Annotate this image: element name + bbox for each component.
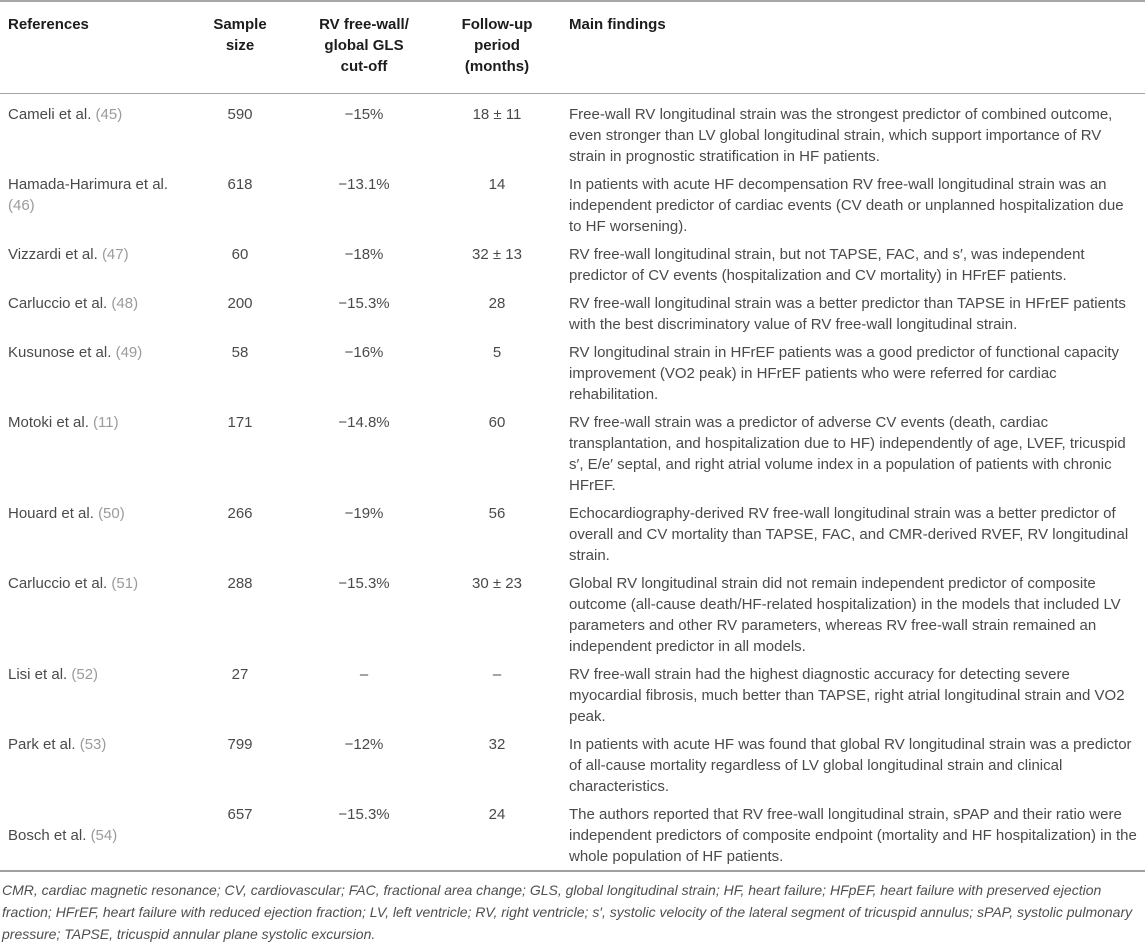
- column-header-references: References: [0, 1, 190, 94]
- citation-link[interactable]: (51): [111, 575, 139, 592]
- cutoff-cell: −15.3%: [338, 806, 390, 823]
- reference-cell: Houard et al. (50): [0, 499, 190, 569]
- findings-cell: RV longitudinal strain in HFrEF patients…: [569, 344, 1120, 403]
- reference-text: Cameli et al.: [8, 106, 92, 123]
- findings-cell: RV free-wall longitudinal strain was a b…: [569, 295, 1126, 333]
- table-header-row: References Sample size RV free-wall/ glo…: [0, 1, 1145, 94]
- cutoff-cell: −15.3%: [338, 295, 390, 312]
- citation-link[interactable]: (54): [90, 827, 118, 844]
- reference-text: Kusunose et al.: [8, 344, 112, 361]
- sample-size-cell: 58: [231, 344, 249, 361]
- column-header-sample-size: Sample size: [190, 1, 290, 94]
- citation-link[interactable]: (46): [8, 197, 35, 214]
- reference-cell: Cameli et al. (45): [0, 94, 190, 171]
- table-row: Kusunose et al. (49) 58 −16% 5 RV longit…: [0, 338, 1145, 408]
- reference-cell: Vizzardi et al. (47): [0, 240, 190, 289]
- cutoff-cell: −18%: [344, 246, 384, 263]
- table-row: Lisi et al. (52) 27 – – RV free-wall str…: [0, 660, 1145, 730]
- findings-cell: Global RV longitudinal strain did not re…: [569, 575, 1121, 655]
- table-row: Houard et al. (50) 266 −19% 56 Echocardi…: [0, 499, 1145, 569]
- findings-cell: RV free-wall strain had the highest diag…: [569, 666, 1125, 725]
- reference-cell: Kusunose et al. (49): [0, 338, 190, 408]
- citation-link[interactable]: (45): [95, 106, 123, 123]
- sample-size-cell: 27: [231, 666, 249, 683]
- findings-cell: RV free-wall strain was a predictor of a…: [569, 414, 1126, 494]
- findings-cell: Echocardiography-derived RV free-wall lo…: [569, 505, 1129, 564]
- citation-link[interactable]: (47): [101, 246, 129, 263]
- reference-cell: Hamada-Harimura et al. (46): [0, 170, 190, 240]
- cutoff-cell: −15%: [344, 106, 384, 123]
- sample-size-cell: 200: [227, 295, 253, 312]
- followup-cell: 18 ± 11: [472, 106, 522, 123]
- reference-text: Lisi et al.: [8, 666, 68, 683]
- reference-cell: Bosch et al. (54): [0, 800, 190, 871]
- column-header-main-findings: Main findings: [556, 1, 1145, 94]
- citation-link[interactable]: (48): [111, 295, 139, 312]
- table-row: Motoki et al. (11) 171 −14.8% 60 RV free…: [0, 408, 1145, 499]
- reference-text: Houard et al.: [8, 505, 94, 522]
- followup-cell: 5: [492, 344, 502, 361]
- reference-cell: Motoki et al. (11): [0, 408, 190, 499]
- findings-cell: RV free-wall longitudinal strain, but no…: [569, 246, 1085, 284]
- cutoff-cell: −13.1%: [338, 176, 390, 193]
- table-row: Carluccio et al. (48) 200 −15.3% 28 RV f…: [0, 289, 1145, 338]
- citation-link[interactable]: (49): [115, 344, 143, 361]
- table-row: Carluccio et al. (51) 288 −15.3% 30 ± 23…: [0, 569, 1145, 660]
- followup-cell: 60: [488, 414, 506, 431]
- sample-size-cell: 590: [227, 106, 253, 123]
- citation-link[interactable]: (53): [79, 736, 107, 753]
- reference-text: Carluccio et al.: [8, 295, 108, 312]
- followup-cell: 56: [488, 505, 506, 522]
- table-row: Cameli et al. (45) 590 −15% 18 ± 11 Free…: [0, 94, 1145, 171]
- followup-cell: 24: [488, 806, 506, 823]
- table-row: Bosch et al. (54) 657 −15.3% 24 The auth…: [0, 800, 1145, 871]
- sample-size-cell: 60: [231, 246, 249, 263]
- sample-size-cell: 618: [227, 176, 253, 193]
- reference-cell: Carluccio et al. (48): [0, 289, 190, 338]
- sample-size-cell: 657: [227, 806, 253, 823]
- rv-strain-studies-table: References Sample size RV free-wall/ glo…: [0, 0, 1145, 872]
- table-row: Hamada-Harimura et al. (46) 618 −13.1% 1…: [0, 170, 1145, 240]
- reference-text: Carluccio et al.: [8, 575, 108, 592]
- followup-cell: 28: [488, 295, 506, 312]
- column-header-follow-up: Follow-up period (months): [438, 1, 556, 94]
- sample-size-cell: 171: [227, 414, 253, 431]
- findings-cell: Free-wall RV longitudinal strain was the…: [569, 106, 1113, 165]
- cutoff-cell: −14.8%: [338, 414, 390, 431]
- citation-link[interactable]: (52): [71, 666, 99, 683]
- column-header-gls-cutoff: RV free-wall/ global GLS cut-off: [290, 1, 438, 94]
- table-footnote-abbreviations: CMR, cardiac magnetic resonance; CV, car…: [2, 882, 1133, 942]
- followup-cell: 32: [488, 736, 506, 753]
- reference-text: Bosch et al.: [8, 827, 87, 844]
- reference-text: Vizzardi et al.: [8, 246, 98, 263]
- reference-cell: Carluccio et al. (51): [0, 569, 190, 660]
- sample-size-cell: 288: [227, 575, 253, 592]
- followup-cell: 14: [488, 176, 506, 193]
- cutoff-cell: −16%: [344, 344, 384, 361]
- findings-cell: In patients with acute HF decompensation…: [569, 176, 1124, 235]
- followup-cell: 32 ± 13: [472, 246, 522, 263]
- reference-text: Hamada-Harimura et al.: [8, 176, 169, 193]
- cutoff-cell: −19%: [344, 505, 384, 522]
- reference-cell: Lisi et al. (52): [0, 660, 190, 730]
- table-row: Park et al. (53) 799 −12% 32 In patients…: [0, 730, 1145, 800]
- reference-text: Motoki et al.: [8, 414, 89, 431]
- cutoff-cell: −12%: [344, 736, 384, 753]
- findings-cell: The authors reported that RV free-wall l…: [569, 806, 1137, 865]
- citation-link[interactable]: (11): [93, 414, 119, 431]
- sample-size-cell: 266: [227, 505, 253, 522]
- reference-text: Park et al.: [8, 736, 76, 753]
- findings-cell: In patients with acute HF was found that…: [569, 736, 1132, 795]
- cutoff-cell: −15.3%: [338, 575, 390, 592]
- table-row: Vizzardi et al. (47) 60 −18% 32 ± 13 RV …: [0, 240, 1145, 289]
- followup-cell: 30 ± 23: [472, 575, 522, 592]
- cutoff-cell: –: [359, 666, 369, 683]
- followup-cell: –: [492, 666, 502, 683]
- reference-cell: Park et al. (53): [0, 730, 190, 800]
- sample-size-cell: 799: [227, 736, 253, 753]
- citation-link[interactable]: (50): [98, 505, 125, 522]
